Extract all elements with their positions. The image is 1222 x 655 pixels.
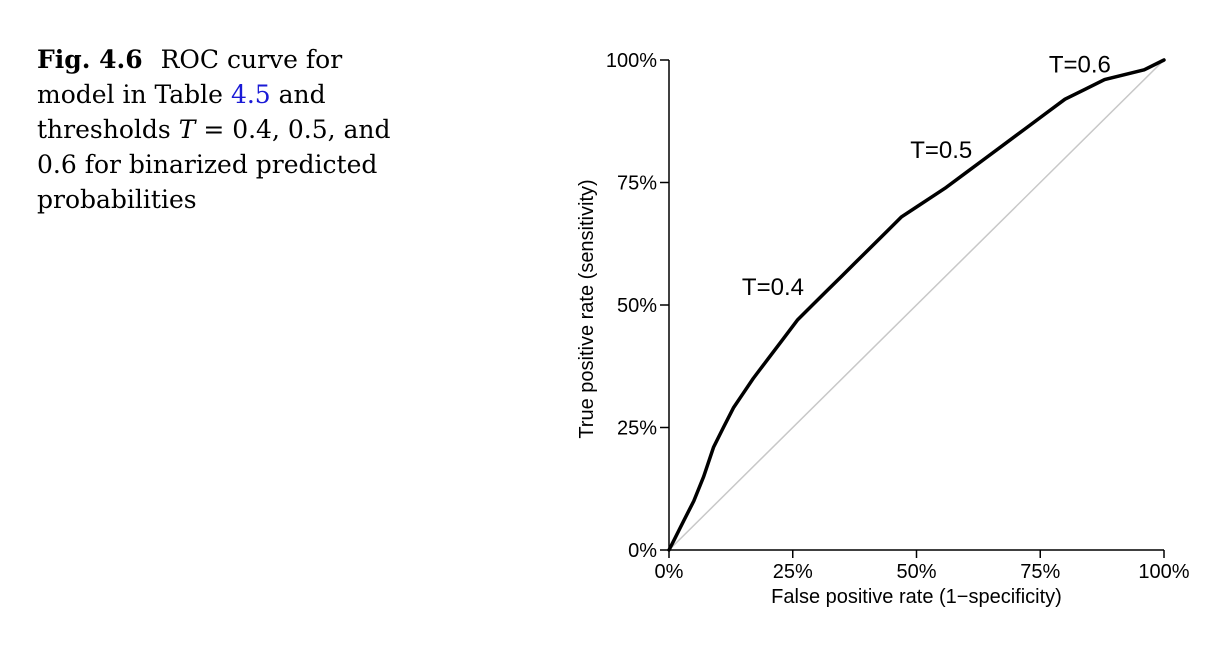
- caption-text: ROC curve for model in Table: [37, 45, 343, 109]
- threshold-annotation: T=0.6: [1049, 51, 1111, 78]
- y-tick-label: 25%: [617, 418, 657, 440]
- threshold-annotation: T=0.5: [910, 137, 972, 164]
- x-tick-label: 75%: [1020, 561, 1060, 583]
- y-tick-label: 75%: [617, 173, 657, 195]
- x-tick-label: 25%: [773, 561, 813, 583]
- x-axis-label: False positive rate (1−specificity): [771, 586, 1062, 608]
- table-reference-link[interactable]: 4.5: [230, 80, 271, 109]
- y-tick-label: 50%: [617, 295, 657, 317]
- roc-curve-line: [667, 58, 1166, 552]
- caption-text-end: = 0.4, 0.5, and 0.6 for binarized predic…: [37, 115, 391, 214]
- threshold-variable: T: [178, 115, 196, 144]
- threshold-annotation: T=0.4: [742, 274, 804, 301]
- y-axis-label: True positive rate (sensitivity): [576, 179, 598, 438]
- x-tick-label: 0%: [655, 561, 684, 583]
- diagonal-reference-line: [668, 59, 1165, 551]
- figure-label: Fig. 4.6: [37, 45, 143, 74]
- x-tick-label: 50%: [896, 561, 936, 583]
- figure-caption: Fig. 4.6 ROC curve for model in Table 4.…: [37, 42, 397, 217]
- y-tick-label: 100%: [606, 50, 657, 72]
- caption-text-continued: and thresholds: [37, 80, 326, 144]
- y-tick-label: 0%: [628, 540, 657, 562]
- x-tick-label: 100%: [1138, 561, 1189, 583]
- roc-chart: 0% 25% 50% 75% 100% 0% 25% 50% 75% 100% False posi…: [576, 50, 1190, 608]
